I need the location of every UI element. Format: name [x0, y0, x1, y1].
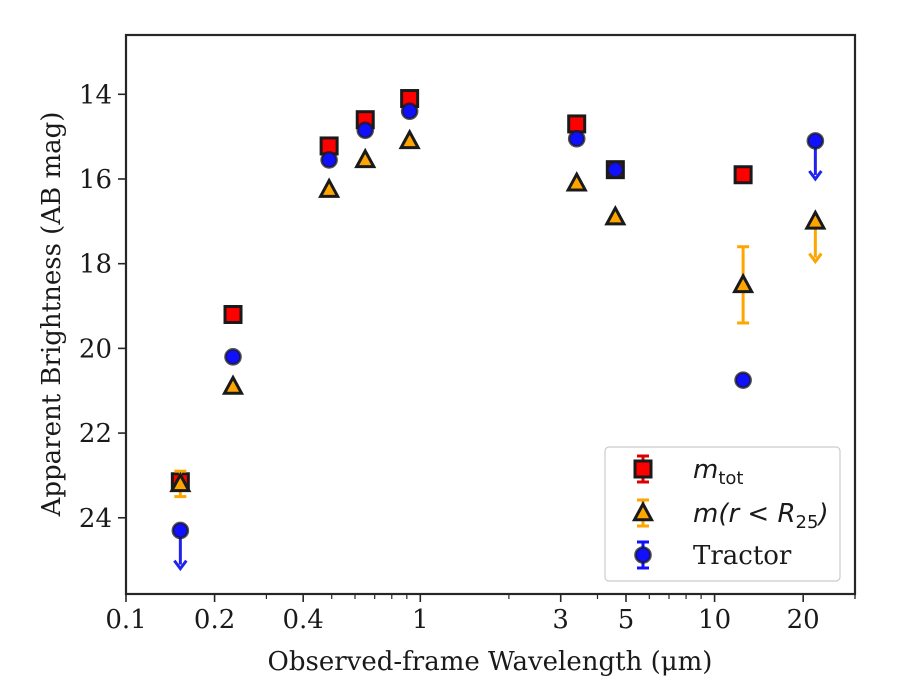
x-tick-label: 0.2: [194, 605, 235, 635]
y-tick-label: 20: [79, 334, 112, 364]
data-point: [223, 305, 243, 324]
y-tick-label: 18: [79, 250, 112, 280]
upper-limit-arrow-head: [808, 252, 823, 265]
x-tick-label: 0.4: [283, 605, 324, 635]
data-point: [171, 521, 190, 540]
y-axis-title: Apparent Brightness (AB mag): [37, 112, 67, 518]
x-tick-label: 10: [698, 605, 731, 635]
data-point: [221, 374, 245, 395]
legend-label: Tractor: [693, 541, 792, 571]
plot-area: [169, 89, 827, 572]
data-point: [398, 128, 421, 150]
x-tick-label: 5: [618, 605, 635, 635]
data-point: [806, 132, 825, 150]
x-tick-label: 1: [412, 605, 429, 635]
data-point: [804, 209, 827, 230]
data-point: [733, 165, 753, 185]
data-point: [400, 102, 419, 121]
x-tick-label: 20: [787, 605, 820, 635]
legend-marker: [634, 546, 652, 564]
legend-marker: [633, 459, 653, 479]
upper-limit-arrow-head: [808, 170, 823, 182]
x-tick-label: 0.1: [105, 605, 146, 635]
upper-limit-arrow-head: [173, 559, 188, 572]
legend-label: m(r < R25): [693, 499, 829, 533]
axes: 0.1 0.2 0.4 1 3 5 10 20 14 16 18 20 22 24: [79, 33, 857, 635]
plot-frame: [124, 33, 857, 596]
data-point: [318, 177, 341, 198]
y-tick-label: 22: [79, 419, 112, 449]
data-point: [734, 371, 752, 389]
legend-box: [604, 446, 841, 582]
data-point: [604, 204, 627, 226]
legend-marker: [631, 500, 655, 522]
data-point: [732, 272, 755, 294]
data-point: [606, 160, 625, 179]
y-tick-label: 14: [79, 80, 112, 110]
y-tick-label: 24: [79, 504, 112, 534]
x-tick-label: 3: [552, 605, 569, 635]
x-axis-title: Observed-frame Wavelength (μm): [268, 647, 713, 677]
data-point: [224, 348, 242, 366]
data-point: [169, 471, 192, 493]
legend-label: mtot: [693, 455, 743, 489]
legend: mtot m(r < R25) Tractor: [604, 446, 841, 582]
series-2: [171, 102, 825, 572]
y-tick-label: 16: [79, 165, 112, 195]
data-point: [320, 151, 338, 169]
series-1: [169, 128, 827, 499]
data-point: [565, 171, 588, 192]
data-point: [567, 114, 587, 134]
data-point: [567, 129, 586, 148]
data-point: [356, 121, 375, 140]
data-point: [354, 147, 377, 169]
